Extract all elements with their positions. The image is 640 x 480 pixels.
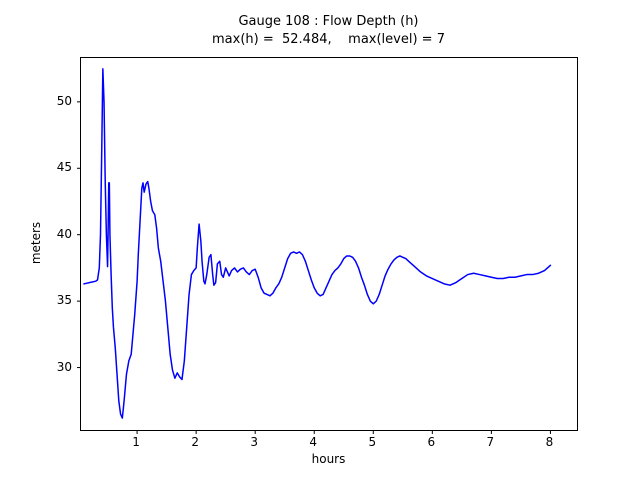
x-tick-label: 1 bbox=[132, 435, 140, 449]
x-axis-label: hours bbox=[311, 452, 346, 466]
y-tick-label: 45 bbox=[56, 160, 72, 175]
x-tick-label: 5 bbox=[368, 435, 377, 449]
chart-subtitle: max(h) = 52.484, max(level) = 7 bbox=[212, 32, 445, 47]
y-tick-label: 40 bbox=[56, 226, 72, 241]
flow-depth-line-chart bbox=[77, 68, 552, 434]
y-tick-label: 30 bbox=[56, 359, 72, 374]
x-tick-label: 2 bbox=[191, 435, 199, 449]
x-tick-label: 8 bbox=[545, 435, 554, 449]
x-tick-label: 4 bbox=[309, 435, 318, 449]
flow-depth-series-line bbox=[83, 68, 552, 419]
x-tick-label: 3 bbox=[250, 435, 258, 449]
y-tick-label: 35 bbox=[56, 293, 72, 308]
chart-title: Gauge 108 : Flow Depth (h) bbox=[238, 14, 419, 29]
plot-area bbox=[77, 57, 578, 434]
x-tick-label: 7 bbox=[486, 435, 495, 449]
x-tick-label: 6 bbox=[427, 435, 436, 449]
tick-marks bbox=[77, 101, 551, 434]
y-tick-label: 50 bbox=[56, 93, 72, 108]
